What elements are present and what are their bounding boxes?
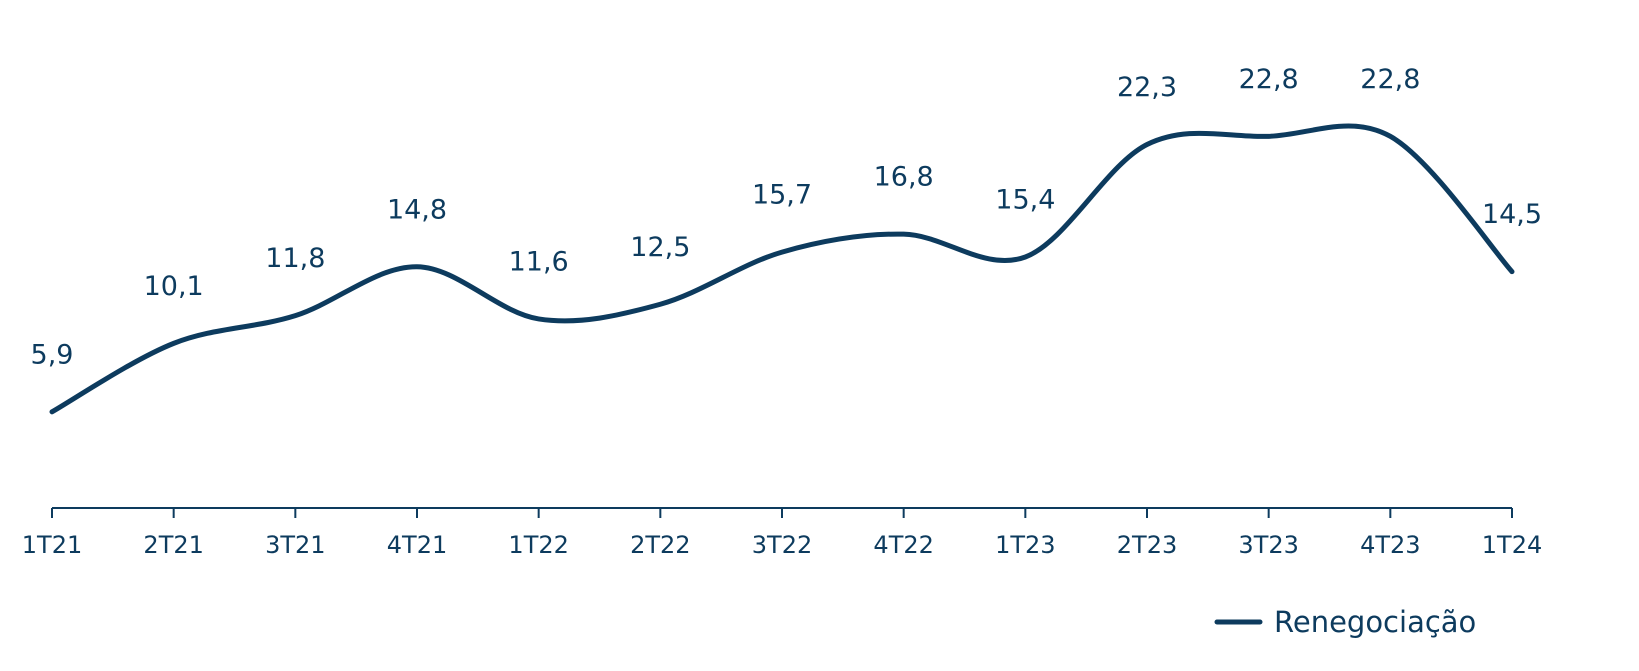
x-tick-label: 2T22: [630, 531, 690, 559]
data-label: 12,5: [630, 232, 690, 263]
x-tick-label: 4T23: [1360, 531, 1420, 559]
data-label: 11,8: [265, 243, 325, 274]
x-tick-label: 2T21: [143, 531, 203, 559]
data-label: 15,4: [995, 184, 1055, 215]
data-label: 22,3: [1117, 72, 1177, 103]
x-tick-label: 4T22: [873, 531, 933, 559]
x-tick-label: 4T21: [387, 531, 447, 559]
x-tick-label: 1T24: [1482, 531, 1542, 559]
data-label: 22,8: [1360, 64, 1420, 95]
x-tick-label: 3T21: [265, 531, 325, 559]
x-tick-label: 1T21: [22, 531, 82, 559]
x-tick-label: 1T22: [508, 531, 568, 559]
legend-label: Renegociação: [1274, 605, 1476, 639]
data-label: 22,8: [1239, 64, 1299, 95]
data-label: 14,8: [387, 194, 447, 225]
data-label: 16,8: [874, 162, 934, 193]
data-label: 11,6: [509, 246, 569, 277]
data-label: 14,5: [1482, 199, 1542, 230]
data-label: 5,9: [31, 339, 74, 370]
series-line: [49, 123, 1515, 415]
data-label: 10,1: [144, 271, 204, 302]
x-tick-label: 2T23: [1117, 531, 1177, 559]
data-label: 15,7: [752, 180, 812, 211]
x-tick-label: 3T23: [1238, 531, 1298, 559]
x-tick-label: 3T22: [752, 531, 812, 559]
x-tick-label: 1T23: [995, 531, 1055, 559]
